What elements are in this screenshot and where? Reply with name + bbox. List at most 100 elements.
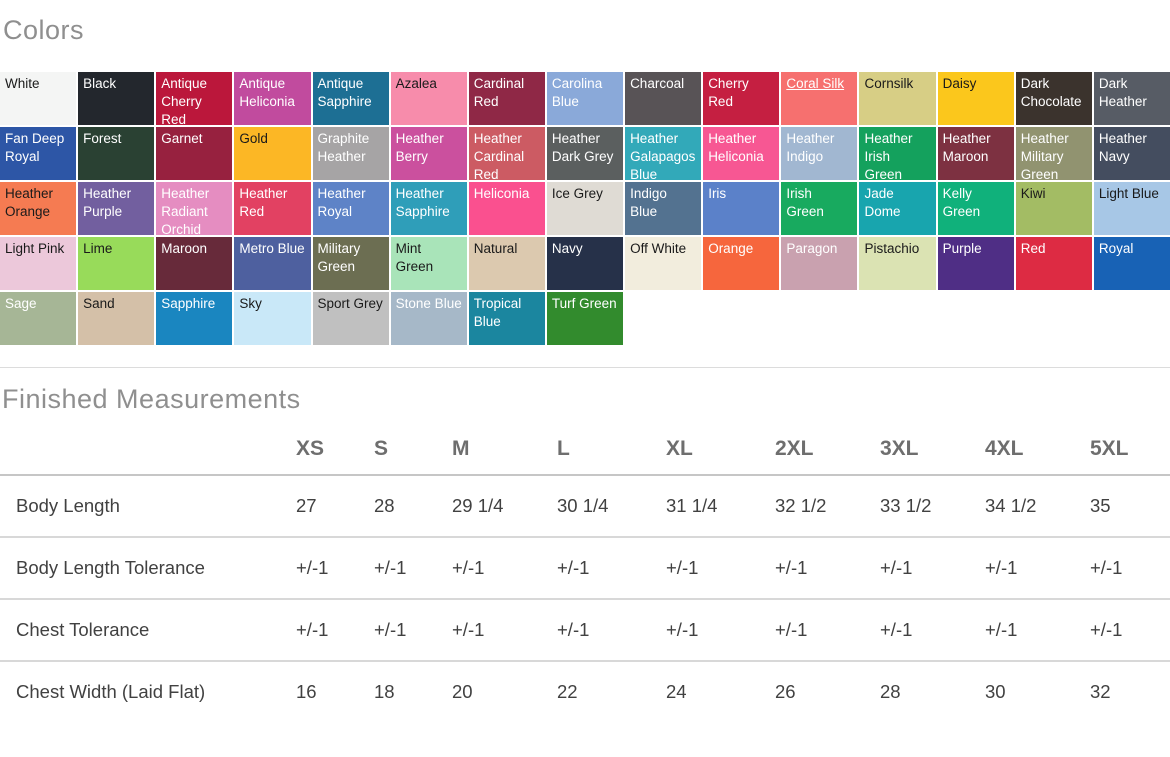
color-swatch-label: Azalea (395, 76, 437, 91)
color-swatch-heather-red: Heather Red (234, 182, 311, 235)
color-swatch-ice-grey: Ice Grey (546, 182, 624, 235)
color-swatch-label: Red (1020, 241, 1046, 256)
color-swatch-kiwi: Kiwi (1015, 182, 1092, 235)
color-swatch-label: Heather Orange (5, 186, 54, 219)
measurement-value: 30 1/4 (557, 475, 666, 538)
color-swatch-label: Forest (83, 131, 122, 146)
color-swatch-label: Graphite Heather (317, 131, 370, 164)
color-swatch-label: Metro Blue (239, 241, 305, 256)
color-swatch-label: Sand (83, 296, 115, 311)
color-swatch-label: Purple (942, 241, 982, 256)
measurement-value: 31 1/4 (666, 475, 775, 538)
size-column-header-5xl: 5XL (1090, 419, 1170, 476)
color-swatch-sport-grey: Sport Grey (312, 292, 389, 345)
measurement-value: 28 (374, 475, 452, 538)
color-swatch-label: Orange (708, 241, 754, 256)
color-swatch-label: Cardinal Red (473, 76, 525, 109)
color-swatch-label: Heather Dark Grey (551, 131, 614, 164)
color-swatch-label: Sky (239, 296, 262, 311)
color-swatch-label: Heather Sapphire (395, 186, 450, 219)
color-swatch-dark-heather: Dark Heather (1093, 72, 1170, 125)
color-swatch-label: Fan Deep Royal (5, 131, 65, 164)
color-swatch-label: Stone Blue (395, 296, 462, 311)
color-swatch-heather-galapagos-blue: Heather Galapagos Blue (625, 127, 702, 180)
measurement-value: +/-1 (880, 599, 985, 662)
measurement-value: 32 (1090, 681, 1111, 702)
color-swatch-metro-blue: Metro Blue (234, 237, 311, 290)
color-swatch-label: Heather Radiant Orchid (161, 186, 210, 235)
color-swatch-indigo-blue: Indigo Blue (625, 182, 702, 235)
size-column-header-3xl: 3XL (880, 419, 985, 476)
color-swatch-light-pink: Light Pink (0, 237, 77, 290)
color-swatch-heather-maroon: Heather Maroon (937, 127, 1014, 180)
color-swatch-irish-green: Irish Green (781, 182, 858, 235)
color-swatch-label: Black (83, 76, 117, 91)
color-swatch-label: Royal (1098, 241, 1134, 256)
color-swatch-orange: Orange (703, 237, 780, 290)
color-swatch-military-green: Military Green (312, 237, 389, 290)
color-swatch-label: Carolina Blue (551, 76, 603, 109)
color-swatch-label: Heather Heliconia (708, 131, 764, 164)
size-header-row: XS S M L XL 2XL 3XL 4XL 5XL (0, 419, 1170, 476)
color-swatch-label: Kelly Green (942, 186, 981, 219)
color-swatch-sand: Sand (78, 292, 155, 345)
measurement-row-body-length-tolerance: Body Length Tolerance +/-1 +/-1 +/-1 +/-1 +/-… (0, 537, 1170, 600)
measurement-value: +/-1 (452, 537, 557, 600)
color-swatch-off-white: Off White (625, 237, 702, 290)
measurement-value: +/-1 (452, 599, 557, 662)
measurement-value: 28 (880, 681, 901, 702)
color-swatch-label: Sapphire (161, 296, 216, 311)
color-swatch-cardinal-red: Cardinal Red (468, 72, 545, 125)
color-swatch-label: Dark Heather (1098, 76, 1147, 109)
color-swatch-maroon: Maroon (156, 237, 233, 290)
color-swatch-pistachio: Pistachio (859, 237, 936, 290)
color-swatch-tropical-blue: Tropical Blue (468, 292, 545, 345)
color-swatch-purple: Purple (937, 237, 1014, 290)
color-swatch-label: Sage (5, 296, 37, 311)
color-swatch-label: Light Pink (5, 241, 65, 256)
color-swatch-heather-berry: Heather Berry (390, 127, 467, 180)
color-swatch-label: Paragon (786, 241, 838, 256)
color-swatch-kelly-green: Kelly Green (937, 182, 1014, 235)
measurement-value: 20 (452, 681, 473, 702)
color-swatch-white: White (0, 72, 77, 125)
color-swatch-label: Military Green (317, 241, 361, 274)
color-swatch-stone-blue: Stone Blue (390, 292, 467, 345)
color-swatch-heather-heliconia: Heather Heliconia (703, 127, 780, 180)
color-swatch-heather-cardinal-red: Heather Cardinal Red (468, 127, 545, 180)
color-swatch-jade-dome: Jade Dome (859, 182, 936, 235)
measurement-value: +/-1 (775, 537, 880, 600)
color-swatch-label: Pistachio (864, 241, 920, 256)
color-swatch-red: Red (1015, 237, 1092, 290)
measurement-value: +/-1 (666, 599, 775, 662)
measurements-table-header: XS S M L XL 2XL 3XL 4XL 5XL (0, 419, 1170, 476)
color-swatch-label: Heliconia (473, 186, 530, 201)
measurement-row-label: Chest Width (Laid Flat) (16, 681, 206, 702)
product-details-page: Colors White Black Antique Cherry Red Antiq… (0, 15, 1170, 722)
measurement-value: 30 (985, 681, 1006, 702)
color-swatch-iris: Iris (703, 182, 780, 235)
measurement-value: +/-1 (1090, 599, 1170, 662)
color-swatch-label: Maroon (161, 241, 208, 256)
measurements-table-body: Body Length 27 28 29 1/4 30 1/4 31 1/4 32 1/2 3… (0, 475, 1170, 722)
color-swatch-label: Irish Green (786, 186, 824, 219)
size-column-header-2xl: 2XL (775, 419, 880, 476)
color-swatch-label: Antique Heliconia (239, 76, 295, 109)
color-swatch-gold: Gold (234, 127, 311, 180)
color-swatch-navy: Navy (546, 237, 624, 290)
color-swatch-heather-indigo: Heather Indigo (781, 127, 858, 180)
color-swatch-label: Heather Indigo (786, 131, 835, 164)
color-swatch-label: Heather Red (239, 186, 288, 219)
color-swatch-label: Charcoal (630, 76, 685, 91)
color-swatch-antique-heliconia: Antique Heliconia (234, 72, 311, 125)
measurement-value: +/-1 (985, 537, 1090, 600)
color-swatch-coral-silk[interactable]: Coral Silk (781, 72, 858, 125)
colors-section-title: Colors (3, 15, 85, 45)
color-swatch-label: Sport Grey (317, 296, 383, 311)
color-swatch-label: Indigo Blue (630, 186, 667, 219)
measurement-value: 35 (1090, 475, 1170, 538)
color-swatch-natural: Natural (468, 237, 545, 290)
color-swatch-carolina-blue: Carolina Blue (546, 72, 624, 125)
measurement-value: +/-1 (985, 599, 1090, 662)
color-swatch-graphite-heather: Graphite Heather (312, 127, 389, 180)
